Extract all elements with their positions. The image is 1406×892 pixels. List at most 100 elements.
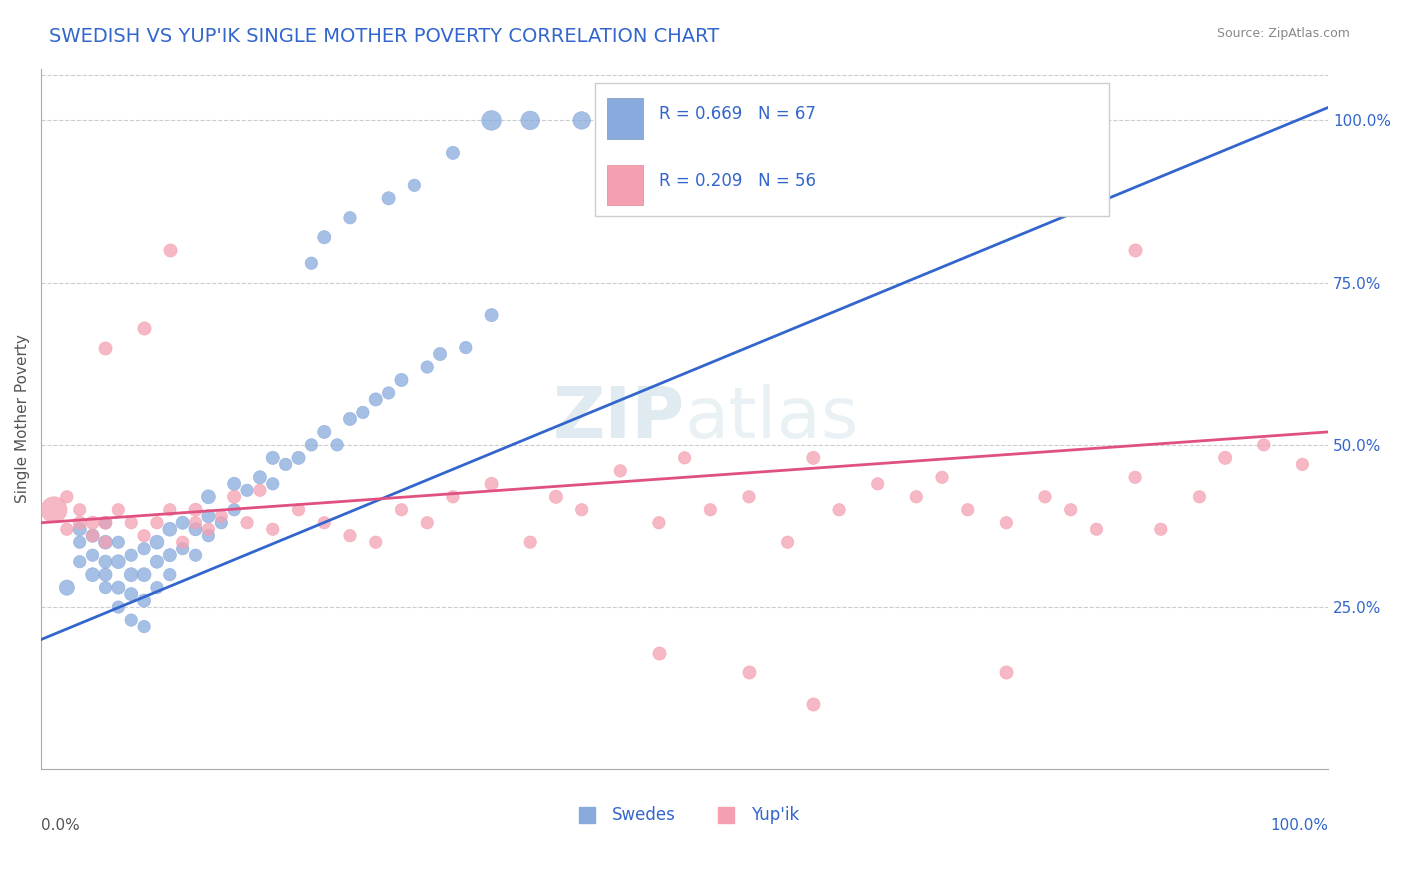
Point [120,613,142,627]
Point [416,359,439,374]
Point [69,535,91,549]
Point [236,483,259,498]
Text: ZIP: ZIP [553,384,685,453]
Point [1060,502,1083,516]
Text: 100.0%: 100.0% [1270,818,1329,833]
Point [828,502,851,516]
Text: 0.0%: 0.0% [41,818,80,833]
Point [82,529,104,543]
Point [519,113,541,128]
Point [339,412,361,426]
Text: Source: ZipAtlas.com: Source: ZipAtlas.com [1216,27,1350,40]
Point [481,308,503,322]
Point [107,502,129,516]
Y-axis label: Single Mother Poverty: Single Mother Poverty [15,334,30,503]
Point [94,341,117,355]
Point [209,509,232,524]
Text: R = 0.669   N = 67: R = 0.669 N = 67 [659,105,815,123]
Point [82,548,104,562]
Point [1213,450,1236,465]
Point [866,476,889,491]
Point [429,347,451,361]
Point [801,698,824,712]
Point [120,548,142,562]
Point [352,405,374,419]
Point [262,476,284,491]
Point [197,509,219,524]
Point [274,458,297,472]
Point [69,502,91,516]
Point [159,567,181,582]
Point [69,516,91,530]
Point [94,535,117,549]
Point [299,438,322,452]
Point [184,548,207,562]
Point [184,522,207,536]
FancyBboxPatch shape [607,98,644,138]
Point [995,516,1018,530]
Text: R = 0.209   N = 56: R = 0.209 N = 56 [659,171,815,190]
Point [571,113,593,128]
Point [94,516,117,530]
Point [299,256,322,270]
Point [648,646,671,660]
Point [159,502,181,516]
Point [120,587,142,601]
Point [699,502,721,516]
Point [184,516,207,530]
Point [776,535,799,549]
Point [416,516,439,530]
Point [1253,438,1275,452]
Text: SWEDISH VS YUP'IK SINGLE MOTHER POVERTY CORRELATION CHART: SWEDISH VS YUP'IK SINGLE MOTHER POVERTY … [49,27,720,45]
Point [120,567,142,582]
Point [364,392,387,407]
Point [209,516,232,530]
Point [120,516,142,530]
Point [481,113,503,128]
Point [159,548,181,562]
Point [339,211,361,225]
Point [107,535,129,549]
Text: atlas: atlas [685,384,859,453]
Point [364,535,387,549]
Point [287,502,309,516]
Point [648,516,671,530]
FancyBboxPatch shape [595,83,1109,216]
Legend: Swedes, Yup'ik: Swedes, Yup'ik [564,800,806,831]
Point [146,535,169,549]
Point [224,502,246,516]
Point [249,470,271,484]
Point [107,581,129,595]
Point [82,567,104,582]
Point [42,502,65,516]
Point [172,535,194,549]
Point [94,516,117,530]
Point [339,529,361,543]
Point [56,490,79,504]
Point [132,619,155,633]
Point [931,470,953,484]
Point [184,502,207,516]
Point [249,483,271,498]
Point [56,581,79,595]
Point [314,516,336,530]
Point [69,522,91,536]
Point [146,581,169,595]
Point [159,522,181,536]
Point [391,373,413,387]
Point [377,191,399,205]
Point [1085,522,1108,536]
Point [132,529,155,543]
Point [132,541,155,556]
Point [609,464,631,478]
Point [82,529,104,543]
Point [801,450,824,465]
Point [94,555,117,569]
Point [172,516,194,530]
Point [132,593,155,607]
Point [1123,244,1146,258]
Point [314,425,336,439]
Point [146,516,169,530]
Point [236,516,259,530]
FancyBboxPatch shape [607,164,644,205]
